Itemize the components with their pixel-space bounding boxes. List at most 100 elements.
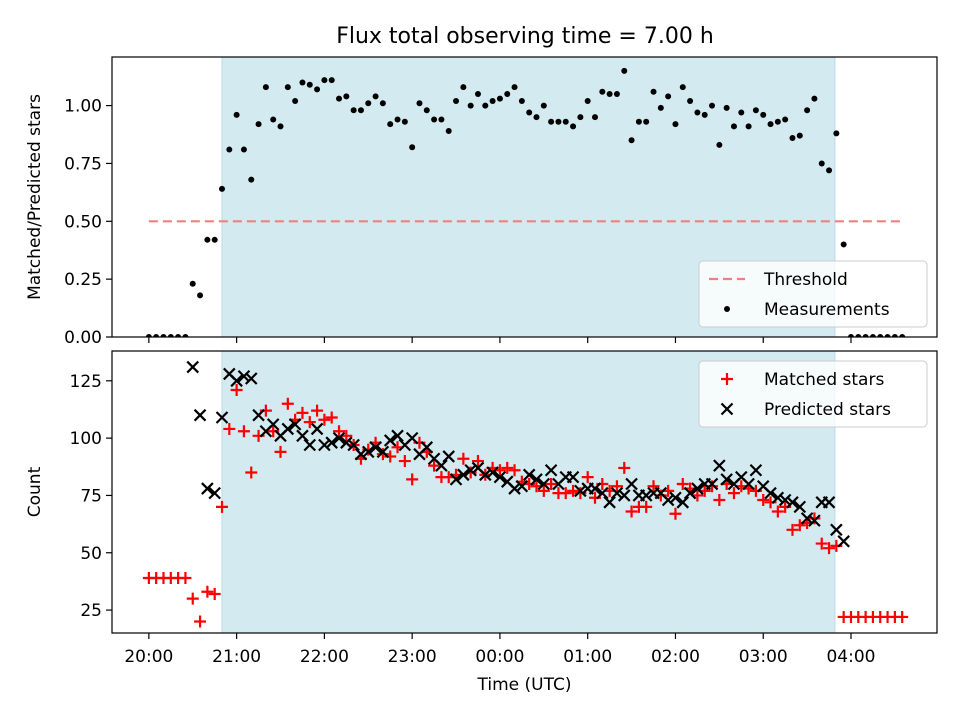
data-point: [292, 97, 299, 104]
legend-plus-swatch: [721, 373, 733, 385]
data-point: [471, 455, 484, 468]
data-point: [262, 84, 269, 91]
data-point: [676, 477, 689, 490]
y-tick-label: 50: [80, 544, 102, 564]
data-point: [306, 81, 313, 88]
data-point: [884, 334, 891, 337]
x-axis-label: Time (UTC): [477, 675, 572, 695]
data-point: [314, 86, 321, 93]
data-point: [752, 107, 759, 114]
data-point: [562, 118, 569, 125]
data-point: [201, 585, 214, 598]
data-point: [530, 473, 543, 486]
top-panel: 0.00 0.25 0.50 0.75 1.00 Matched/Predicted st…: [25, 56, 938, 348]
data-point: [369, 441, 382, 454]
data-point: [357, 107, 364, 114]
legend: Matched stars Predicted stars: [698, 360, 928, 428]
data-point: [555, 118, 562, 125]
data-point: [566, 470, 580, 484]
data-point: [489, 97, 496, 104]
data-point: [318, 413, 331, 426]
data-point: [281, 397, 294, 410]
data-point: [545, 477, 558, 490]
data-point: [745, 123, 752, 130]
data-point: [584, 97, 591, 104]
data-point: [343, 93, 350, 100]
data-point: [567, 484, 580, 497]
data-point: [691, 482, 704, 495]
data-point: [325, 411, 338, 424]
x-tick-label: 04:00: [826, 647, 875, 667]
data-point: [789, 134, 796, 141]
data-point: [240, 146, 247, 153]
data-point: [376, 445, 390, 459]
data-point: [215, 411, 229, 424]
data-point: [325, 436, 338, 449]
data-point: [431, 116, 438, 123]
y-axis-label: Count: [25, 466, 45, 517]
x-tick-label: 22:00: [300, 647, 349, 667]
y-tick-label: 1.00: [64, 97, 102, 117]
data-point: [167, 334, 174, 337]
data-point: [643, 118, 650, 125]
series-predicted-stars: [186, 360, 850, 548]
x-tick-label: 00:00: [475, 647, 524, 667]
data-point: [694, 109, 701, 116]
data-point: [365, 100, 372, 107]
data-point: [676, 496, 690, 509]
data-point: [332, 431, 346, 445]
data-point: [683, 486, 697, 500]
x-tick-label: 03:00: [739, 647, 788, 667]
data-point: [270, 116, 277, 123]
x-tick-label: 23:00: [388, 647, 437, 667]
data-point: [840, 241, 847, 248]
data-point: [160, 334, 167, 337]
data-point: [830, 523, 843, 537]
data-point: [420, 441, 434, 454]
data-point: [515, 479, 529, 493]
data-point: [544, 463, 558, 477]
data-point: [679, 84, 686, 91]
data-point: [394, 116, 401, 123]
data-point: [596, 486, 609, 500]
data-point: [537, 484, 550, 497]
y-tick-label: 25: [80, 601, 102, 621]
data-point: [288, 418, 302, 431]
data-point: [713, 494, 726, 507]
data-point: [508, 464, 521, 477]
data-point: [603, 496, 616, 509]
data-point: [482, 102, 489, 109]
data-point: [336, 95, 343, 102]
data-point: [581, 471, 594, 484]
data-point: [340, 436, 353, 449]
data-point: [778, 493, 792, 507]
data-point: [815, 537, 828, 550]
data-point: [657, 104, 664, 111]
data-point: [537, 477, 551, 491]
legend-box: [698, 360, 928, 428]
data-point: [701, 111, 708, 118]
data-point: [479, 468, 492, 482]
data-point: [742, 477, 755, 491]
data-point: [767, 121, 774, 128]
legend-x-swatch: [720, 402, 734, 416]
data-point: [372, 93, 379, 100]
data-point: [186, 360, 200, 374]
data-point: [669, 491, 682, 505]
data-point: [669, 507, 682, 520]
data-point: [464, 463, 477, 477]
data-point: [782, 116, 789, 123]
data-point: [621, 67, 628, 74]
axes-frame: [111, 56, 938, 338]
data-point: [435, 459, 448, 472]
data-point: [376, 448, 389, 461]
legend-label: Measurements: [764, 300, 890, 320]
data-point: [189, 280, 196, 287]
data-point: [379, 100, 386, 107]
data-point: [350, 107, 357, 114]
data-point: [672, 121, 679, 128]
data-point: [245, 466, 258, 479]
data-point: [211, 236, 218, 243]
data-point: [526, 109, 533, 116]
legend-dot-swatch: [724, 306, 730, 312]
